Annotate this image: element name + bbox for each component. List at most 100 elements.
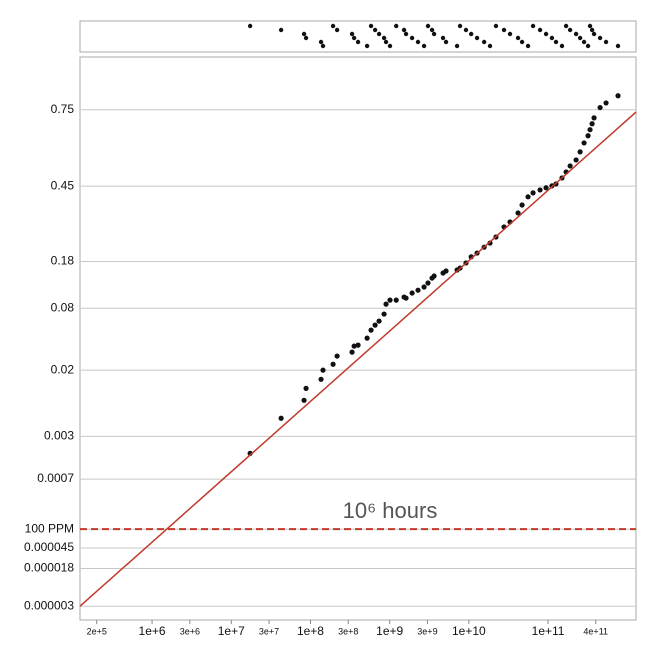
data-point <box>415 287 421 293</box>
dotplot-point <box>349 31 355 37</box>
data-point <box>278 415 284 421</box>
data-point <box>443 268 449 274</box>
data-point <box>364 335 370 341</box>
x-tick-label: 2e+5 <box>87 626 107 636</box>
dotplot-point <box>301 31 307 37</box>
data-point <box>383 301 389 307</box>
dotplot-point <box>355 39 361 45</box>
dotplot-point <box>559 43 565 49</box>
data-point <box>581 140 587 146</box>
dotplot-point <box>603 39 609 45</box>
data-point <box>387 297 393 303</box>
data-point <box>421 284 427 290</box>
data-point <box>543 185 549 191</box>
dotplot-point <box>421 43 427 49</box>
data-point <box>431 273 437 279</box>
y-tick-label: 0.000045 <box>24 540 74 554</box>
data-point <box>537 187 543 193</box>
dotplot-point <box>567 27 573 33</box>
data-point <box>376 318 382 324</box>
data-point <box>487 240 493 246</box>
dotplot-point <box>515 35 521 41</box>
x-tick-label: 1e+11 <box>532 624 565 638</box>
dotplot-point <box>334 27 340 33</box>
dotplot-point <box>519 39 525 45</box>
y-tick-label: 0.0007 <box>37 471 74 485</box>
dotplot-point <box>487 43 493 49</box>
dotplot-point <box>454 43 460 49</box>
dotplot-point <box>394 23 399 29</box>
data-point <box>567 163 573 169</box>
data-point <box>525 194 531 200</box>
dotplot-point <box>463 27 469 33</box>
dotplot-point <box>493 23 499 29</box>
dotplot-point <box>372 27 378 33</box>
dotplot-point <box>591 31 597 37</box>
data-point <box>372 322 378 328</box>
x-tick-label: 1e+10 <box>452 624 486 638</box>
dotplot-point <box>577 35 583 41</box>
dotplot-point <box>468 31 474 37</box>
data-point <box>585 133 591 139</box>
dotplot-point <box>303 35 309 41</box>
annotation: 10⁶ hours <box>343 498 438 523</box>
data-point <box>393 297 399 303</box>
dotplot-point <box>409 35 415 41</box>
data-point <box>615 93 621 99</box>
dotplot-point <box>537 27 543 33</box>
dotplot-point <box>525 43 531 49</box>
y-tick-label: 0.000018 <box>24 561 74 575</box>
dotplot-point <box>318 39 324 45</box>
y-tick-label: 0.000003 <box>24 598 74 612</box>
dotplot-point <box>581 39 587 45</box>
data-point <box>355 342 361 348</box>
dotplot-point <box>507 31 513 37</box>
data-point <box>530 190 536 196</box>
dotplot-point <box>530 23 536 29</box>
dotplot-point <box>501 27 507 33</box>
fit-line <box>79 111 637 607</box>
data-point <box>587 127 593 133</box>
data-point <box>577 149 583 155</box>
x-tick-label: 3e+8 <box>338 626 358 636</box>
x-tick-label: 1e+9 <box>376 624 403 638</box>
dotplot-point <box>364 43 370 49</box>
data-point <box>334 353 340 359</box>
dotplot-point <box>278 27 284 33</box>
dotplot-point <box>387 43 393 49</box>
dotplot-point <box>431 31 437 37</box>
dotplot-point <box>401 27 407 33</box>
dotplot-point <box>320 43 326 49</box>
data-point <box>403 295 409 301</box>
data-point <box>368 327 374 333</box>
x-tick-label: 3e+7 <box>259 626 279 636</box>
dotplot-point <box>381 35 387 41</box>
dotplot-point <box>368 23 374 29</box>
dotplot-point <box>597 35 603 41</box>
dotplot-point <box>415 39 421 45</box>
dotplot-point <box>330 23 336 29</box>
dotplot-point <box>457 23 463 29</box>
dotplot-point <box>383 39 389 45</box>
data-point <box>381 311 387 317</box>
dotplot-point <box>425 23 431 29</box>
dotplot-point <box>585 43 591 49</box>
data-point <box>409 290 415 296</box>
dotplot-point <box>440 35 446 41</box>
data-point <box>425 280 431 286</box>
dotplot-point <box>543 31 549 37</box>
dotplot-point <box>443 39 449 45</box>
data-point <box>515 210 521 216</box>
top-panel <box>79 20 637 53</box>
dotplot-point <box>615 43 621 49</box>
x-tick-label: 4e+11 <box>583 626 608 636</box>
data-point <box>351 343 357 349</box>
y-tick-label: 0.18 <box>51 254 75 268</box>
data-point <box>301 397 307 403</box>
data-point <box>603 100 609 106</box>
dotplot-point <box>403 31 409 37</box>
dotplot-point <box>563 23 569 29</box>
data-point <box>320 367 326 373</box>
